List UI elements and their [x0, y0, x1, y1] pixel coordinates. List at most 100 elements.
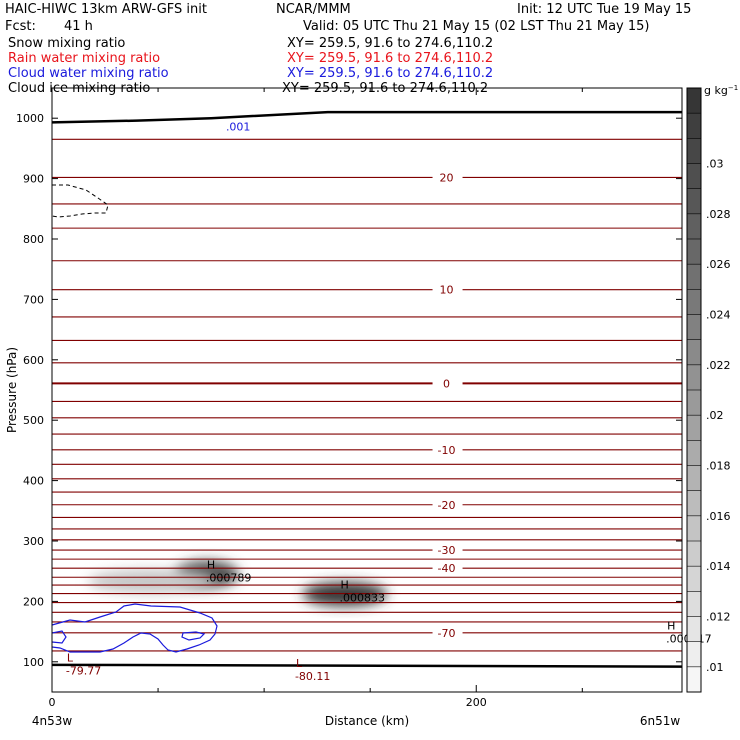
- colorbar-band: [687, 490, 701, 517]
- colorbar-band: [687, 88, 701, 114]
- colorbar-tick-label: .014: [706, 560, 731, 573]
- y-tick-label: 1000: [16, 112, 44, 125]
- y-tick-label: 800: [23, 233, 44, 246]
- colorbar-band: [687, 591, 701, 617]
- y-tick-label: 200: [23, 595, 44, 608]
- colorbar-band: [687, 641, 701, 668]
- colorbar-band: [687, 163, 701, 190]
- isotherm-label: -40: [438, 562, 456, 575]
- colorbar-band: [687, 415, 701, 441]
- colorbar-band: [687, 314, 701, 341]
- colorbar-tick-label: .012: [706, 611, 731, 624]
- isotherm-label: 10: [440, 284, 454, 297]
- extremum-symbol: L: [67, 652, 74, 665]
- colorbar-tick-label: .018: [706, 460, 731, 473]
- y-tick-label: 500: [23, 414, 44, 427]
- isotherm-label: -70: [438, 627, 456, 640]
- y-axis-label: Pressure (hPa): [5, 347, 19, 433]
- colorbar-tick-label: .022: [706, 359, 731, 372]
- colorbar-tick-label: .016: [706, 510, 731, 523]
- cloud-ice-contours: [51, 184, 109, 218]
- colorbar-band: [687, 566, 701, 592]
- colorbar-band: [687, 113, 701, 139]
- field-xy-cloud-water: XY= 259.5, 91.6 to 274.6,110.2: [287, 66, 494, 81]
- forecast-label: Fcst:: [5, 19, 36, 34]
- colorbar-band: [687, 239, 701, 265]
- colorbar-band: [687, 440, 701, 466]
- colorbar-band: [687, 390, 701, 416]
- extremum-symbol: L: [296, 657, 303, 670]
- colorbar-band: [687, 339, 701, 366]
- colorbar-band: [687, 465, 701, 492]
- endpoint-left: 4n53w: [32, 714, 73, 728]
- y-tick-label: 900: [23, 173, 44, 186]
- y-tick-label: 100: [23, 656, 44, 669]
- terrain-line: [51, 110, 682, 124]
- cloud-water-contour-small: [181, 631, 206, 641]
- plot-frame: [51, 87, 683, 693]
- cloud-water-contours: [51, 603, 218, 653]
- isotherm-label: -20: [438, 499, 456, 512]
- snow-shading-layer: [88, 560, 388, 607]
- colorbar-tick-label: .02: [706, 409, 724, 422]
- isotherm-label: 0: [443, 377, 450, 390]
- snow-blob-1: [88, 569, 216, 594]
- x-tick-label: 0: [49, 696, 56, 709]
- colorbar-band: [687, 616, 701, 643]
- extremum-symbol: H: [340, 579, 348, 592]
- extremum-symbol: H: [667, 620, 675, 633]
- isotherm-label: -30: [438, 544, 456, 557]
- cloud-water-contour-inner: [51, 630, 67, 644]
- extremum-value: .000833: [339, 592, 385, 605]
- isotherm-label: 20: [440, 171, 454, 184]
- y-tick-label: 700: [23, 293, 44, 306]
- field-xy-rain: XY= 259.5, 91.6 to 274.6,110.2: [287, 51, 494, 66]
- x-axis-label: Distance (km): [325, 714, 409, 728]
- field-name-cloud-water: Cloud water mixing ratio: [8, 66, 169, 81]
- field-name-rain: Rain water mixing ratio: [8, 51, 161, 66]
- init-time: Init: 12 UTC Tue 19 May 15: [517, 2, 692, 17]
- temperature-contours: -70 -40 -30 -20 -10 0 10 20: [52, 138, 682, 652]
- forecast-hours: 41 h: [64, 19, 93, 34]
- tropopause-line: [51, 663, 683, 668]
- y-tick-label: 400: [23, 475, 44, 488]
- extremum-symbol: H: [207, 559, 215, 572]
- colorbar-tick-label: .024: [706, 309, 731, 322]
- boundary-lines: [51, 110, 683, 668]
- extremum-value: .000789: [206, 572, 252, 585]
- colorbar-band: [687, 541, 701, 567]
- endpoint-right: 6n51w: [640, 714, 681, 728]
- org-label: NCAR/MMM: [276, 2, 351, 17]
- colorbar-tick-label: .028: [706, 208, 731, 221]
- valid-time: Valid: 05 UTC Thu 21 May 15 (02 LST Thu …: [303, 19, 650, 34]
- colorbar-band: [687, 138, 701, 164]
- colorbar-band: [687, 289, 701, 315]
- colorbar-tick-label: .03: [706, 158, 724, 171]
- y-tick-label: 300: [23, 535, 44, 548]
- colorbar-band: [687, 213, 701, 240]
- isotherm-label: -10: [438, 444, 456, 457]
- cloud-water-contour-main: [51, 603, 218, 653]
- colorbar-unit-exponent: −1: [728, 84, 738, 92]
- model-title: HAIC-HIWC 13km ARW-GFS init: [5, 2, 207, 17]
- y-tick-label: 600: [23, 354, 44, 367]
- colorbar-band: [687, 515, 701, 542]
- field-name-snow: Snow mixing ratio: [8, 36, 126, 51]
- colorbar-band: [687, 364, 701, 391]
- x-tick-label: 200: [466, 696, 487, 709]
- extremum-value: -80.11: [295, 670, 330, 683]
- field-xy-snow: XY= 259.5, 91.6 to 274.6,110.2: [287, 36, 494, 51]
- colorbar-unit: g kg−1: [704, 84, 738, 97]
- cloud-ice-contour-dashed: [51, 184, 109, 218]
- extremum-value: -79.77: [66, 665, 101, 678]
- colorbar-band: [687, 264, 701, 290]
- colorbar-tick-label: .026: [706, 258, 731, 271]
- colorbar: .01 .012 .014 .016 .018 .02 .022 .024 .026 .028 .0…: [686, 84, 738, 693]
- colorbar-band: [687, 666, 701, 693]
- snow-blob-2: [302, 582, 388, 607]
- colorbar-band: [687, 188, 701, 215]
- colorbar-tick-label: .01: [706, 661, 724, 674]
- cloud-water-label: .001: [226, 120, 251, 133]
